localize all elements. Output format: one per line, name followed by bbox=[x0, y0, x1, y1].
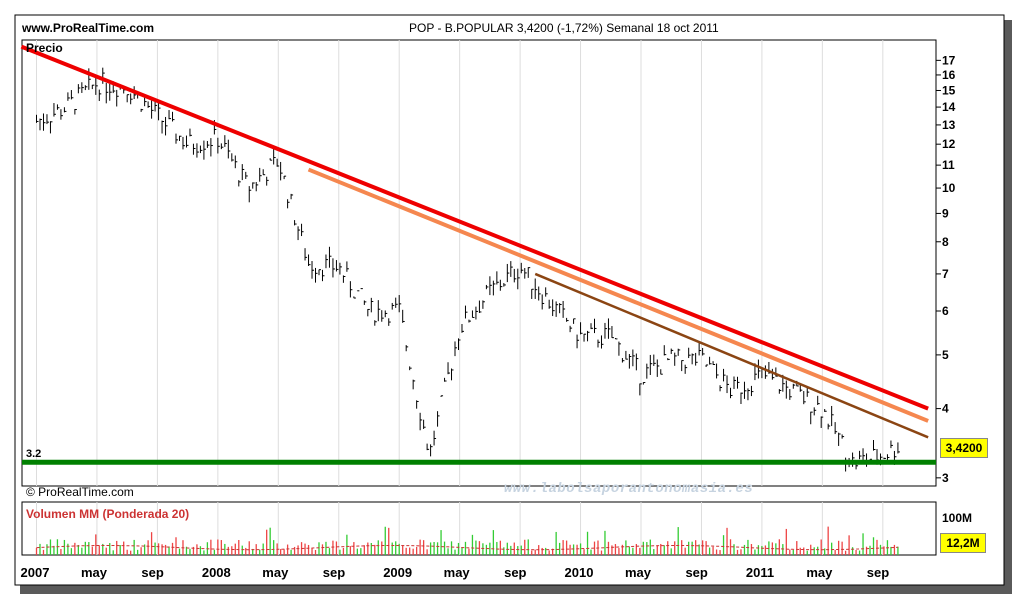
x-axis-label: sep bbox=[504, 565, 526, 580]
volume-panel-label: Volumen MM (Ponderada 20) bbox=[26, 507, 190, 521]
current-price-badge: 3,4200 bbox=[940, 438, 988, 458]
y-tick-label: 3 bbox=[942, 471, 949, 485]
price-series bbox=[36, 67, 900, 472]
y-tick-label: 13 bbox=[942, 118, 956, 132]
y-tick-label: 10 bbox=[942, 181, 956, 195]
x-axis-label: may bbox=[625, 565, 652, 580]
volume-scale-max: 100M bbox=[942, 511, 973, 525]
price-panel bbox=[21, 39, 937, 487]
x-axis-label: sep bbox=[867, 565, 889, 580]
grid-lines bbox=[36, 40, 884, 555]
trendlines bbox=[20, 44, 936, 465]
volume-series bbox=[35, 526, 899, 555]
watermark: www.labolsaporantonomasia.es bbox=[504, 481, 754, 497]
y-tick-label: 17 bbox=[942, 53, 956, 67]
y-tick-label: 6 bbox=[942, 304, 949, 318]
x-axis-label: sep bbox=[141, 565, 163, 580]
x-axis-label: may bbox=[806, 565, 833, 580]
volume-moving-average bbox=[36, 545, 898, 551]
x-axis-label: may bbox=[262, 565, 289, 580]
y-tick-label: 11 bbox=[942, 158, 955, 172]
x-axis-label: 2008 bbox=[202, 565, 231, 580]
x-axis-labels: 2007 may sep 2008 may sep 2009 may sep 2010 may sep… bbox=[21, 565, 890, 580]
y-tick-label: 12 bbox=[942, 137, 956, 151]
x-axis-label: 2007 bbox=[21, 565, 50, 580]
y-tick-label: 15 bbox=[942, 83, 956, 97]
red-trendline bbox=[20, 44, 929, 411]
x-axis-label: may bbox=[81, 565, 108, 580]
y-tick-label: 8 bbox=[942, 235, 949, 249]
copyright: © ProRealTime.com bbox=[26, 485, 134, 499]
y-tick-label: 4 bbox=[942, 402, 949, 416]
site-url: www.ProRealTime.com bbox=[22, 21, 155, 35]
price-panel-label: Precio bbox=[26, 41, 63, 55]
chart-title: POP - B.POPULAR 3,4200 (-1,72%) Semanal … bbox=[409, 21, 719, 35]
x-axis-label: 2009 bbox=[383, 565, 412, 580]
x-axis-label: sep bbox=[685, 565, 707, 580]
x-axis-label: 2011 bbox=[746, 565, 774, 580]
y-tick-label: 9 bbox=[942, 206, 949, 220]
x-axis-label: 2010 bbox=[565, 565, 594, 580]
x-axis-label: may bbox=[444, 565, 471, 580]
orange-trendline bbox=[307, 167, 929, 423]
support-label: 3.2 bbox=[26, 448, 42, 460]
y-tick-label: 7 bbox=[942, 267, 949, 281]
x-axis-label: sep bbox=[323, 565, 345, 580]
brown-trendline bbox=[534, 272, 929, 439]
y-tick-label: 16 bbox=[942, 68, 956, 82]
y-tick-label: 5 bbox=[942, 348, 949, 362]
y-tick-label: 14 bbox=[942, 100, 956, 114]
current-volume-badge: 12,2M bbox=[940, 533, 986, 553]
